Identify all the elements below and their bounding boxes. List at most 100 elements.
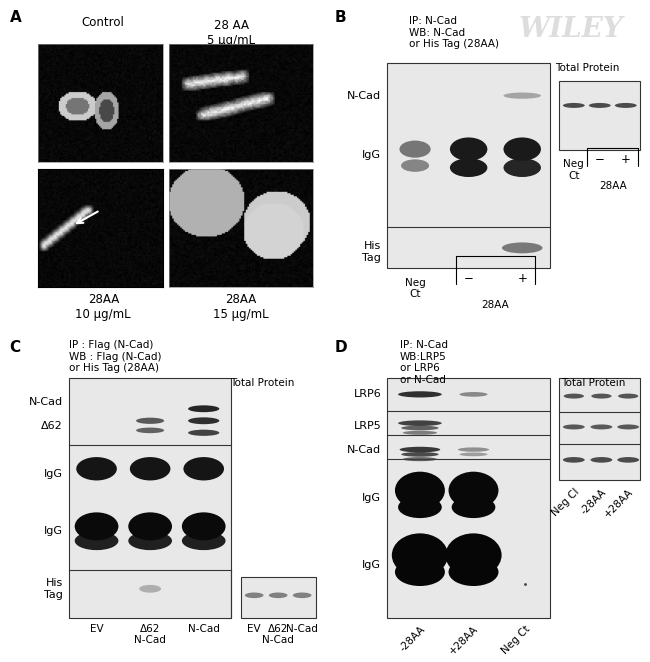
Text: +28AA: +28AA <box>448 624 480 657</box>
Ellipse shape <box>398 420 442 426</box>
Ellipse shape <box>400 140 431 158</box>
Text: 28AA
15 µg/mL: 28AA 15 µg/mL <box>213 293 268 321</box>
Ellipse shape <box>392 534 448 577</box>
Text: 28 AA
5 µg/mL: 28 AA 5 µg/mL <box>207 19 255 47</box>
Bar <box>387 63 550 269</box>
Ellipse shape <box>460 392 488 397</box>
Ellipse shape <box>592 394 612 399</box>
Ellipse shape <box>292 592 311 598</box>
Text: N-Cad: N-Cad <box>347 445 381 455</box>
Text: -28AA: -28AA <box>579 487 608 516</box>
Ellipse shape <box>563 457 585 463</box>
Ellipse shape <box>400 447 440 452</box>
Bar <box>240 577 316 618</box>
Text: His
Tag: His Tag <box>44 578 62 600</box>
Text: B: B <box>334 10 346 24</box>
Ellipse shape <box>448 558 499 586</box>
Text: EV: EV <box>248 624 261 634</box>
Bar <box>387 377 550 618</box>
Ellipse shape <box>75 532 118 550</box>
Text: LRP5: LRP5 <box>354 420 381 430</box>
Ellipse shape <box>563 103 585 108</box>
Ellipse shape <box>589 103 611 108</box>
Ellipse shape <box>136 418 164 424</box>
Text: N-Cad: N-Cad <box>286 624 318 634</box>
Ellipse shape <box>401 426 439 430</box>
Text: D: D <box>334 340 347 355</box>
Ellipse shape <box>450 158 488 177</box>
Text: 28AA: 28AA <box>482 300 510 310</box>
Ellipse shape <box>504 158 541 177</box>
Ellipse shape <box>139 585 161 592</box>
Ellipse shape <box>128 532 172 550</box>
Text: C: C <box>10 340 21 355</box>
Text: IgG: IgG <box>362 560 381 570</box>
Ellipse shape <box>182 532 226 550</box>
Ellipse shape <box>76 457 117 481</box>
Text: IgG: IgG <box>362 150 381 160</box>
Text: Control: Control <box>82 16 125 29</box>
Ellipse shape <box>398 496 442 518</box>
Ellipse shape <box>445 534 502 577</box>
Text: Total Protein: Total Protein <box>562 377 626 387</box>
Ellipse shape <box>590 424 612 430</box>
Ellipse shape <box>452 496 495 518</box>
Text: IgG: IgG <box>44 469 62 479</box>
Text: IgG: IgG <box>44 526 62 536</box>
Text: IgG: IgG <box>362 493 381 502</box>
Ellipse shape <box>130 457 170 481</box>
Text: LRP6: LRP6 <box>354 389 381 399</box>
Text: His
Tag: His Tag <box>362 241 381 263</box>
Text: A: A <box>10 10 21 24</box>
Text: 28AA: 28AA <box>599 181 627 191</box>
Text: N-Cad: N-Cad <box>29 397 62 406</box>
Ellipse shape <box>128 512 172 540</box>
Ellipse shape <box>615 103 637 108</box>
Ellipse shape <box>183 457 224 481</box>
Text: Δ62
N-Cad: Δ62 N-Cad <box>262 624 294 645</box>
Ellipse shape <box>458 448 489 451</box>
Text: IP: N-Cad
WB: N-Cad
or His Tag (28AA): IP: N-Cad WB: N-Cad or His Tag (28AA) <box>410 16 499 49</box>
Bar <box>559 81 640 150</box>
Text: Neg
Ct: Neg Ct <box>405 278 426 299</box>
Ellipse shape <box>460 453 488 456</box>
Text: EV: EV <box>90 624 103 634</box>
Ellipse shape <box>564 394 584 399</box>
Text: −: − <box>595 153 604 166</box>
Ellipse shape <box>188 405 219 412</box>
Text: Δ62: Δ62 <box>41 420 62 430</box>
Ellipse shape <box>403 457 437 461</box>
Text: WILEY: WILEY <box>519 16 623 43</box>
Ellipse shape <box>403 431 437 435</box>
Ellipse shape <box>618 394 638 399</box>
Text: Total Protein: Total Protein <box>230 377 294 387</box>
Text: Neg Cl: Neg Cl <box>549 487 581 518</box>
Ellipse shape <box>401 160 429 172</box>
Ellipse shape <box>398 391 442 397</box>
Text: Neg
Ct: Neg Ct <box>564 160 584 181</box>
Text: +28AA: +28AA <box>603 487 635 520</box>
Ellipse shape <box>504 93 541 99</box>
Ellipse shape <box>618 424 639 430</box>
Text: +: + <box>517 271 527 285</box>
Ellipse shape <box>395 471 445 509</box>
Ellipse shape <box>618 457 639 463</box>
Text: -28AA: -28AA <box>398 624 427 653</box>
Text: IP: N-Cad
WB:LRP5
or LRP6
or N-Cad: IP: N-Cad WB:LRP5 or LRP6 or N-Cad <box>400 340 448 385</box>
Ellipse shape <box>75 512 118 540</box>
Ellipse shape <box>188 430 219 436</box>
Ellipse shape <box>590 457 612 463</box>
Text: IP : Flag (N-Cad)
WB : Flag (N-Cad)
or His Tag (28AA): IP : Flag (N-Cad) WB : Flag (N-Cad) or H… <box>69 340 161 373</box>
Ellipse shape <box>269 592 287 598</box>
Ellipse shape <box>182 512 226 540</box>
Bar <box>69 377 231 618</box>
Text: N-Cad: N-Cad <box>188 624 220 634</box>
Ellipse shape <box>401 452 439 457</box>
Ellipse shape <box>245 592 263 598</box>
Text: 28AA
10 µg/mL: 28AA 10 µg/mL <box>75 293 131 321</box>
Ellipse shape <box>448 471 499 509</box>
Text: +: + <box>621 153 630 166</box>
Ellipse shape <box>450 138 488 161</box>
Ellipse shape <box>395 558 445 586</box>
Text: −: − <box>463 271 474 285</box>
